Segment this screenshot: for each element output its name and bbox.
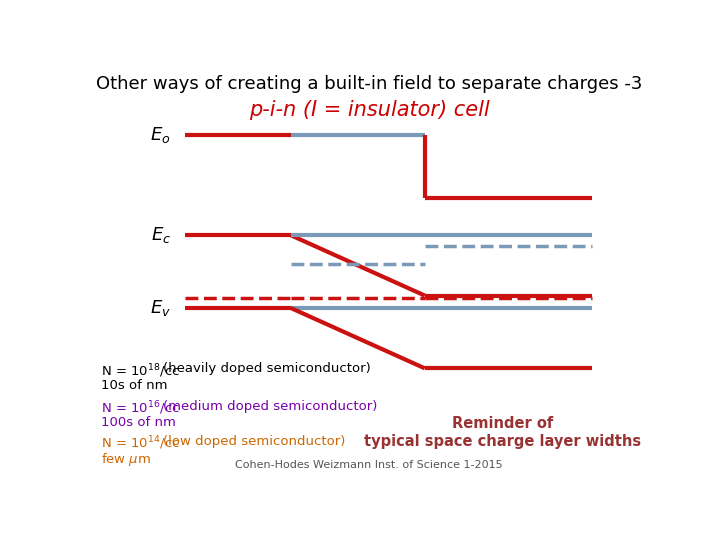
Text: $E_o$: $E_o$ [150,125,171,145]
Text: Reminder of
typical space charge layer widths: Reminder of typical space charge layer w… [364,416,642,449]
Text: $E_c$: $E_c$ [150,225,171,245]
Text: (medium doped semiconductor): (medium doped semiconductor) [163,400,377,413]
Text: N = 10$^{14}$/cc: N = 10$^{14}$/cc [101,435,180,453]
Text: 10s of nm: 10s of nm [101,379,168,392]
Text: N = 10$^{16}$/cc: N = 10$^{16}$/cc [101,400,180,417]
Text: 100s of nm: 100s of nm [101,416,176,429]
Text: Cohen-Hodes Weizmann Inst. of Science 1-2015: Cohen-Hodes Weizmann Inst. of Science 1-… [235,460,503,470]
Text: N = 10$^{18}$/cc: N = 10$^{18}$/cc [101,362,180,380]
Text: Other ways of creating a built-in field to separate charges -3: Other ways of creating a built-in field … [96,75,642,93]
Text: (heavily doped semiconductor): (heavily doped semiconductor) [163,362,370,375]
Text: (low doped semiconductor): (low doped semiconductor) [163,435,345,448]
Text: $E_v$: $E_v$ [150,298,171,318]
Text: p-i-n (I = insulator) cell: p-i-n (I = insulator) cell [248,100,490,120]
Text: few $\mu$m: few $\mu$m [101,451,151,469]
